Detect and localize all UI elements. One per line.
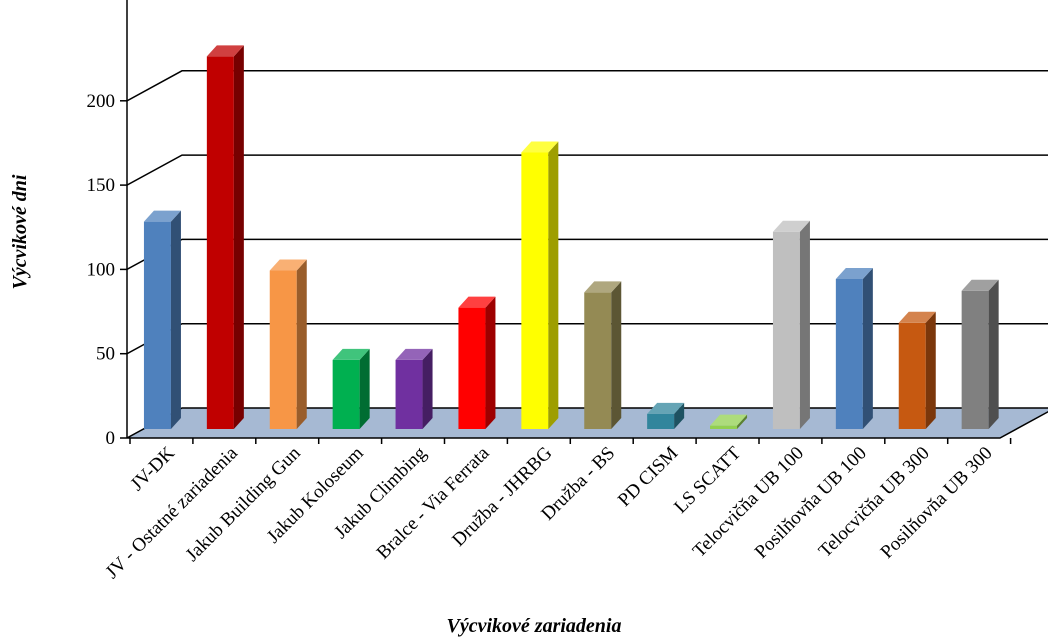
bar-top-face: [961, 279, 999, 291]
y-tick-label: 150: [87, 175, 116, 196]
bar-front-face: [647, 413, 675, 429]
bars: [143, 45, 999, 429]
bar-side-face: [422, 348, 433, 429]
bar-side-face: [170, 210, 181, 429]
bar: [332, 348, 370, 429]
bar-front-face: [206, 56, 234, 429]
bar-side-face: [548, 141, 559, 429]
bar-top-face: [710, 414, 748, 426]
bar-front-face: [584, 292, 612, 429]
bar-front-face: [143, 221, 171, 429]
bar-side-face: [233, 45, 244, 429]
bar-front-face: [521, 152, 549, 429]
bar-side-face: [737, 414, 748, 429]
bar-front-face: [835, 278, 863, 429]
y-tick-label: 0: [106, 428, 116, 449]
bar: [521, 141, 559, 429]
gridline: [126, 70, 1048, 102]
bar-top-face: [521, 141, 559, 153]
y-tick-label: 200: [87, 91, 116, 112]
bar-side-face: [296, 259, 307, 429]
bar-top-face: [772, 220, 810, 232]
x-category-label: Bralce - Via Ferrata: [373, 442, 494, 563]
bar-side-face: [674, 402, 685, 429]
bar-front-face: [772, 231, 800, 429]
gridline: [126, 238, 1048, 271]
bar-side-face: [862, 267, 873, 429]
x-axis-title: Výcvikové zariadenia: [447, 615, 622, 637]
bar: [395, 348, 433, 429]
bar-front-face: [458, 307, 486, 429]
bar: [647, 402, 685, 429]
bar-side-face: [925, 311, 936, 429]
x-category-label: Posilňovňa UB 300: [877, 443, 997, 563]
bar: [458, 296, 496, 429]
bar: [835, 267, 873, 429]
bar: [206, 45, 244, 429]
bar-front-face: [710, 425, 738, 429]
bar-top-face: [269, 259, 307, 271]
bar-top-face: [647, 402, 685, 414]
bar: [772, 220, 810, 429]
x-category-label: Telocvičňa UB 300: [815, 443, 934, 562]
bar-front-face: [961, 290, 989, 429]
bar-top-face: [332, 348, 370, 360]
bar-side-face: [359, 348, 370, 429]
bar-top-face: [458, 296, 496, 308]
y-axis-title: Výcvikové dni: [9, 174, 31, 289]
bar-top-face: [143, 210, 181, 222]
bar-top-face: [584, 281, 622, 293]
bar: [143, 210, 181, 429]
bar: [269, 259, 307, 429]
bar: [710, 414, 748, 429]
y-tick-label: 50: [96, 344, 115, 365]
bar-front-face: [898, 322, 926, 429]
bar-front-face: [332, 359, 360, 429]
bar-front-face: [269, 270, 297, 429]
gridline: [126, 154, 1048, 186]
axes: [120, 0, 1012, 444]
x-category-label: Jakub Building Gun: [182, 442, 305, 565]
bar: [584, 281, 622, 429]
bar-front-face: [395, 359, 423, 429]
bar: [961, 279, 999, 429]
bar-side-face: [988, 279, 999, 429]
bar-top-face: [206, 45, 244, 57]
bar-top-face: [395, 348, 433, 360]
x-category-label: Telocvičňa UB 100: [689, 443, 808, 562]
x-category-label: JV-DK: [127, 442, 180, 495]
y-tick-labels: 0 50 100 150 200: [87, 91, 116, 449]
bar-side-face: [611, 281, 622, 429]
x-category-label: Posilňovňa UB 100: [751, 443, 871, 563]
bar-top-face: [835, 267, 873, 279]
y-tick-label: 100: [87, 259, 116, 280]
bar-top-face: [898, 311, 936, 323]
bar-side-face: [799, 220, 810, 429]
bar: [898, 311, 936, 429]
bar-side-face: [485, 296, 496, 429]
